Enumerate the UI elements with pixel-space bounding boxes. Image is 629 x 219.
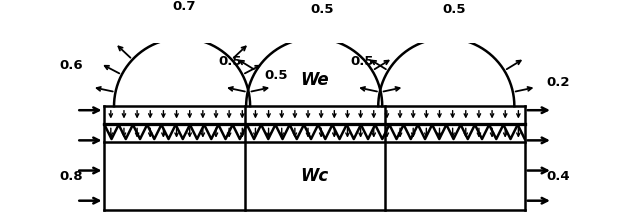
Text: 0.8: 0.8 [59,170,82,183]
Text: 0.5: 0.5 [265,69,288,82]
Text: 0.4: 0.4 [547,170,571,183]
Text: 0.6: 0.6 [59,59,82,72]
Text: 0.2: 0.2 [547,76,570,89]
Text: 0.7: 0.7 [172,0,196,12]
Text: Wc: Wc [301,167,329,185]
Text: 0.5: 0.5 [311,3,334,16]
Text: 0.5: 0.5 [351,55,374,69]
Text: 0.5: 0.5 [443,3,466,16]
Text: We: We [300,71,328,89]
Text: 0.5: 0.5 [219,55,242,69]
